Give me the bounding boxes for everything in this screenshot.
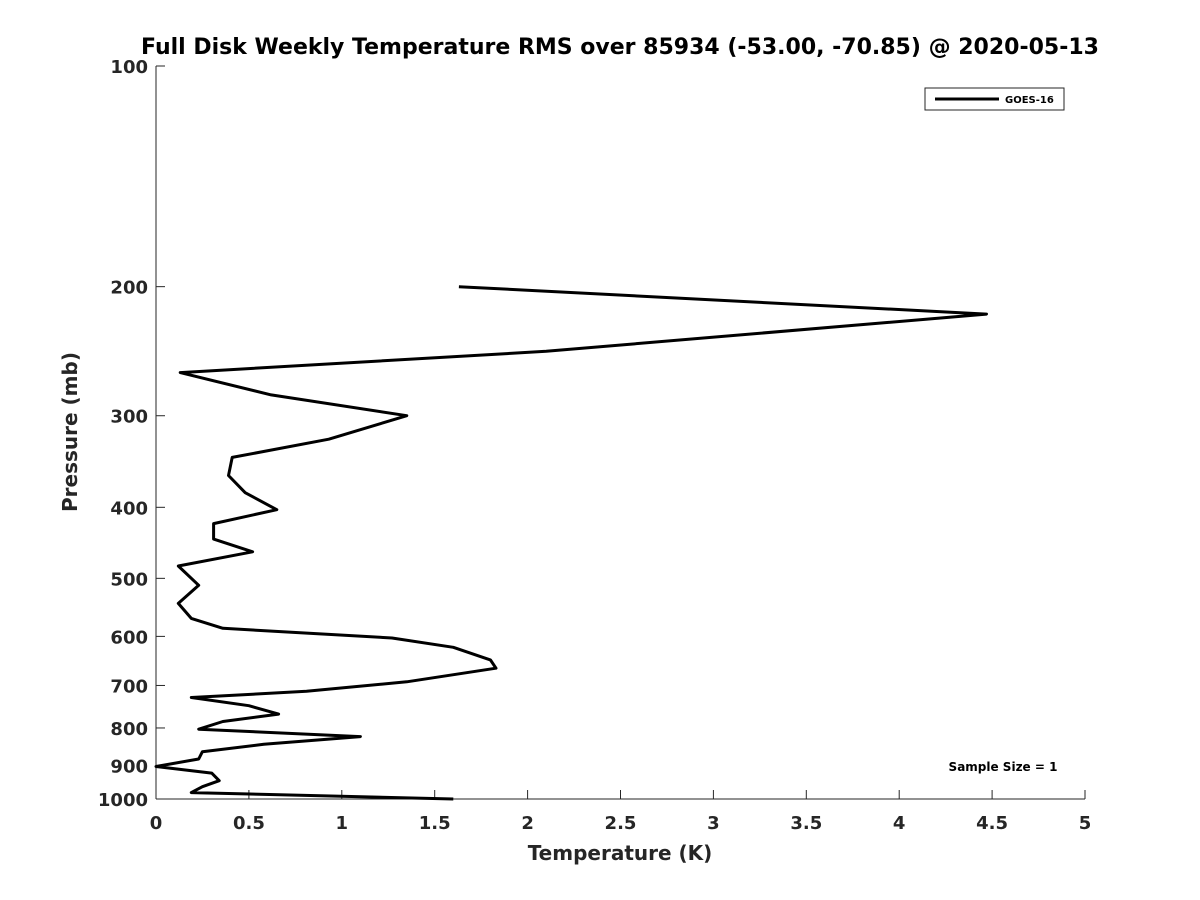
x-tick-label: 3.5: [790, 813, 822, 834]
x-tick-label: 4.5: [976, 813, 1008, 834]
x-tick-label: 0: [150, 813, 163, 834]
y-tick-label: 300: [110, 407, 148, 428]
x-tick-label: 2: [521, 813, 534, 834]
x-tick-label: 1: [336, 813, 349, 834]
y-axis-label: Pressure (mb): [58, 352, 82, 512]
sample-size-annotation: Sample Size = 1: [949, 760, 1058, 774]
y-tick-label: 500: [110, 569, 148, 590]
y-tick-label: 600: [110, 627, 148, 648]
y-tick-label: 100: [110, 57, 148, 78]
x-tick-label: 3: [707, 813, 720, 834]
y-tick-label: 200: [110, 278, 148, 299]
series-group: [154, 285, 988, 801]
legend: GOES-16: [924, 87, 1065, 111]
x-axis-label: Temperature (K): [528, 841, 713, 865]
chart-title: Full Disk Weekly Temperature RMS over 85…: [141, 35, 1099, 60]
y-tick-label: 400: [110, 498, 148, 519]
x-tick-label: 0.5: [233, 813, 265, 834]
series-line-0: [154, 285, 988, 801]
x-ticks: 0 0.5 1 1.5 2 2.5 3 3.5 4 4.5 5: [150, 790, 1092, 834]
y-tick-label: 1000: [98, 790, 148, 811]
legend-label: GOES-16: [1005, 95, 1054, 106]
x-tick-label: 1.5: [419, 813, 451, 834]
axes: [155, 66, 1085, 800]
x-tick-label: 4: [893, 813, 906, 834]
x-tick-label: 2.5: [605, 813, 637, 834]
y-ticks: 100 200 300 400 500 600 700 800 900 1000: [98, 57, 165, 811]
y-tick-label: 800: [110, 719, 148, 740]
x-tick-label: 5: [1079, 813, 1092, 834]
y-tick-label: 900: [110, 756, 148, 777]
y-tick-label: 700: [110, 676, 148, 697]
